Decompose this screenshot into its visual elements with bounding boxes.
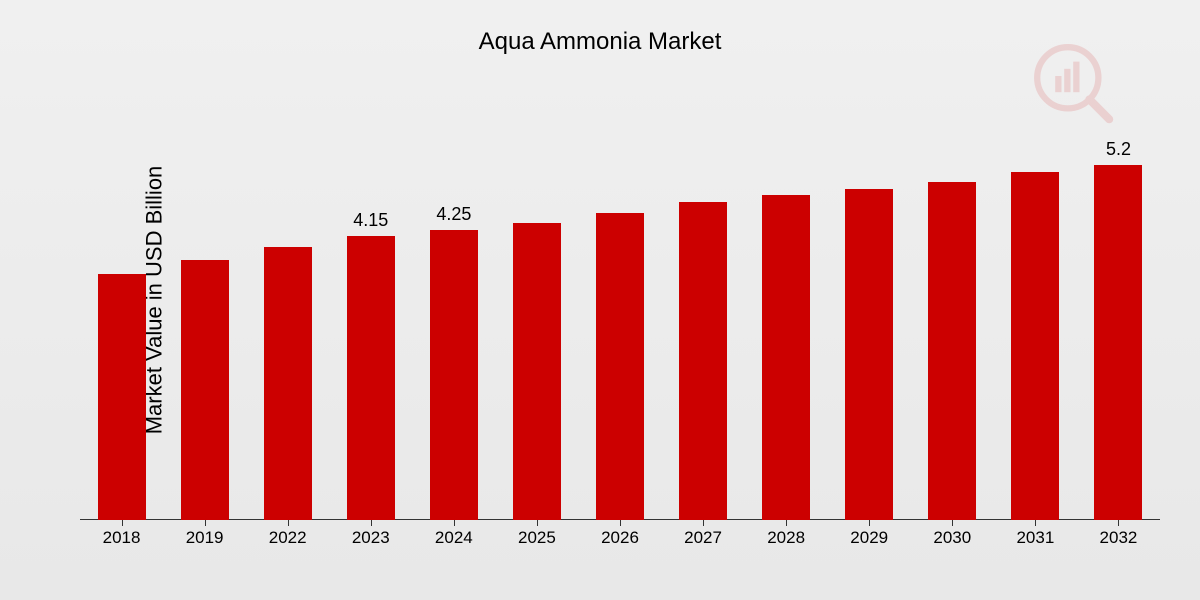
bar (264, 247, 312, 520)
x-tick-mark (620, 520, 621, 526)
x-tick-label: 2030 (933, 528, 971, 548)
x-tick-label: 2025 (518, 528, 556, 548)
bar (430, 230, 478, 520)
chart-title: Aqua Ammonia Market (0, 28, 1200, 56)
x-tick-mark (288, 520, 289, 526)
x-tick-mark (454, 520, 455, 526)
bar (845, 189, 893, 520)
x-tick-label: 2019 (186, 528, 224, 548)
bar (762, 195, 810, 520)
x-tick-label: 2022 (269, 528, 307, 548)
bar (679, 202, 727, 520)
x-tick-label: 2031 (1016, 528, 1054, 548)
x-tick-label: 2024 (435, 528, 473, 548)
x-tick-mark (1118, 520, 1119, 526)
x-tick-label: 2029 (850, 528, 888, 548)
x-tick-mark (205, 520, 206, 526)
x-tick-mark (537, 520, 538, 526)
x-tick-mark (1035, 520, 1036, 526)
x-tick-label: 2023 (352, 528, 390, 548)
bar (928, 182, 976, 520)
x-tick-label: 2028 (767, 528, 805, 548)
x-tick-label: 2027 (684, 528, 722, 548)
x-tick-mark (952, 520, 953, 526)
bar (596, 213, 644, 521)
bar-value-label: 5.2 (1078, 139, 1158, 160)
x-tick-mark (371, 520, 372, 526)
bar-value-label: 4.15 (331, 210, 411, 231)
x-tick-label: 2032 (1100, 528, 1138, 548)
bar (1094, 165, 1142, 520)
x-tick-mark (786, 520, 787, 526)
bar-value-label: 4.25 (414, 204, 494, 225)
bar (181, 260, 229, 520)
bar (513, 223, 561, 520)
x-tick-mark (703, 520, 704, 526)
x-tick-label: 2026 (601, 528, 639, 548)
x-tick-mark (869, 520, 870, 526)
bar (1011, 172, 1059, 521)
x-tick-label: 2018 (103, 528, 141, 548)
chart-container: Aqua Ammonia Market Market Value in USD … (0, 0, 1200, 600)
bar (347, 236, 395, 520)
bar (98, 274, 146, 520)
x-tick-mark (122, 520, 123, 526)
